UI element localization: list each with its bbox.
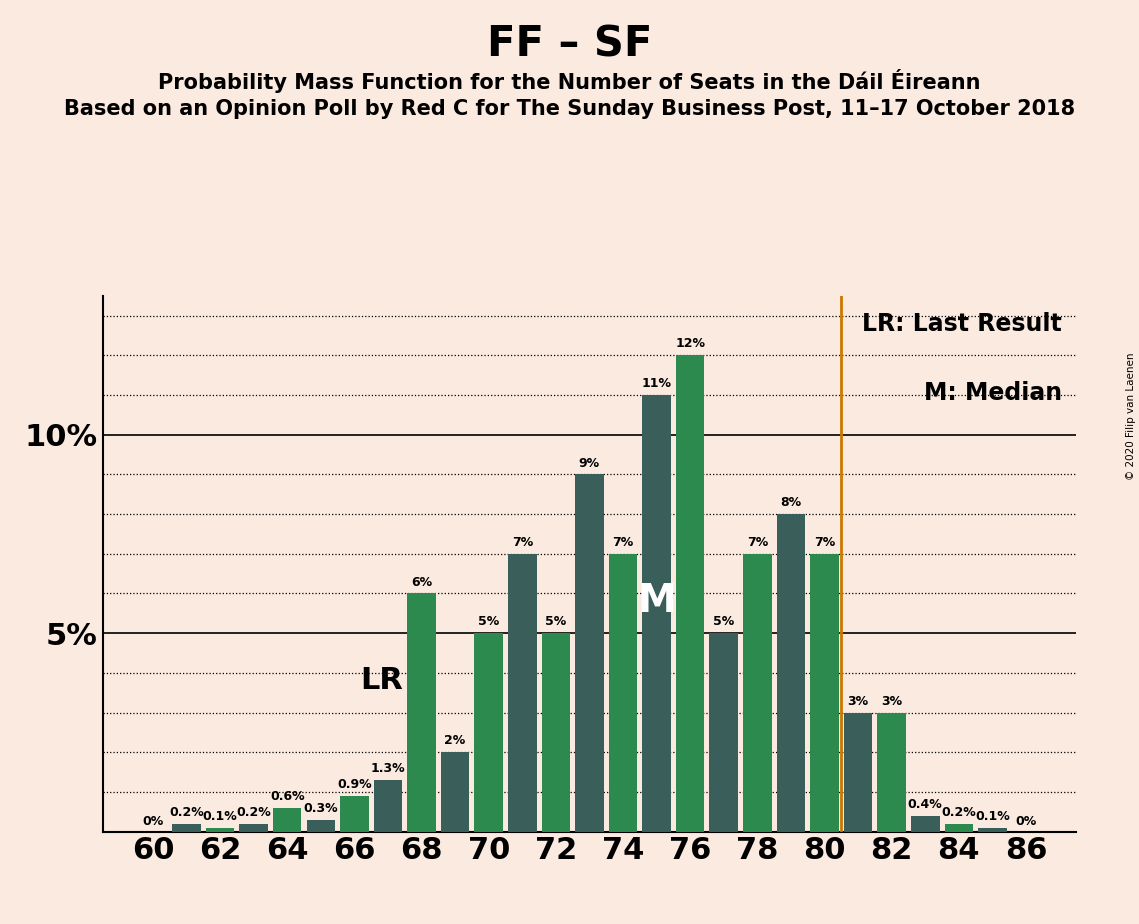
Text: 9%: 9% [579,456,600,469]
Bar [877,712,906,832]
Text: 5%: 5% [478,615,499,628]
Bar [508,553,536,832]
Text: LR: LR [360,666,403,695]
Text: 0.3%: 0.3% [303,802,338,815]
Bar [608,553,638,832]
Bar [844,712,872,832]
Text: 7%: 7% [613,536,633,549]
Bar [475,633,503,832]
Bar [743,553,771,832]
Text: 0.1%: 0.1% [975,809,1010,823]
Bar [341,796,369,832]
Bar [911,816,940,832]
Bar [206,828,235,832]
Bar [239,823,268,832]
Bar [408,593,436,832]
Text: 7%: 7% [747,536,768,549]
Bar [172,823,200,832]
Text: 0.9%: 0.9% [337,778,371,791]
Text: 0%: 0% [142,815,164,829]
Text: 5%: 5% [546,615,566,628]
Text: 6%: 6% [411,576,432,589]
Text: 0.2%: 0.2% [236,806,271,819]
Text: 0.6%: 0.6% [270,790,304,803]
Bar [541,633,571,832]
Bar [441,752,469,832]
Text: 3%: 3% [882,695,902,708]
Bar [944,823,973,832]
Text: 7%: 7% [511,536,533,549]
Text: 0.1%: 0.1% [203,809,237,823]
Text: 8%: 8% [780,496,802,509]
Bar [777,514,805,832]
Bar [710,633,738,832]
Text: 0%: 0% [1015,815,1036,829]
Text: 0.4%: 0.4% [908,798,943,811]
Text: 3%: 3% [847,695,869,708]
Text: 5%: 5% [713,615,735,628]
Text: 12%: 12% [675,337,705,350]
Bar [306,820,335,832]
Text: 7%: 7% [814,536,835,549]
Bar [575,474,604,832]
Bar [978,828,1007,832]
Bar [273,808,302,832]
Text: 2%: 2% [444,735,466,748]
Text: FF – SF: FF – SF [486,23,653,65]
Bar [675,355,704,832]
Text: LR: Last Result: LR: Last Result [862,311,1062,335]
Text: 0.2%: 0.2% [169,806,204,819]
Text: 11%: 11% [641,377,672,390]
Text: M: Median: M: Median [924,382,1062,406]
Text: © 2020 Filip van Laenen: © 2020 Filip van Laenen [1126,352,1136,480]
Bar [374,780,402,832]
Bar [810,553,838,832]
Text: 0.2%: 0.2% [942,806,976,819]
Text: M: M [637,582,675,620]
Text: Probability Mass Function for the Number of Seats in the Dáil Éireann: Probability Mass Function for the Number… [158,69,981,93]
Text: 1.3%: 1.3% [370,762,405,775]
Text: Based on an Opinion Poll by Red C for The Sunday Business Post, 11–17 October 20: Based on an Opinion Poll by Red C for Th… [64,99,1075,119]
Bar [642,395,671,832]
